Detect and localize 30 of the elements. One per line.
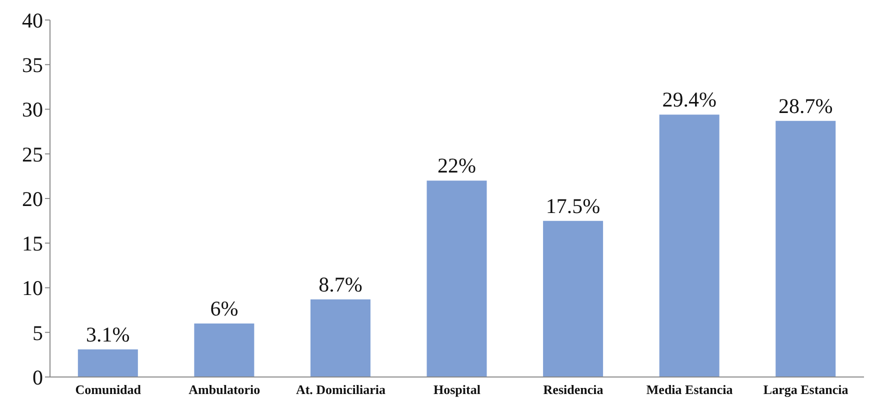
y-tick-label: 20 — [22, 186, 43, 211]
x-tick-label: Media Estancia — [646, 382, 734, 398]
x-tick-label: Larga Estancia — [763, 382, 849, 398]
x-tick-label: At. Domiciliaria — [296, 382, 386, 398]
y-tick-label: 0 — [32, 365, 43, 390]
y-tick-label: 15 — [22, 232, 43, 256]
data-label: 28.7% — [778, 94, 833, 118]
y-tick-label: 40 — [22, 8, 43, 32]
data-label: 17.5% — [546, 194, 600, 218]
bar — [194, 323, 254, 377]
data-label: 22% — [438, 154, 476, 178]
data-label: 3.1% — [86, 322, 130, 346]
data-label: 8.7% — [318, 272, 362, 296]
y-tick-label: 30 — [22, 98, 43, 122]
bar — [543, 220, 604, 377]
y-tick-label: 35 — [22, 53, 43, 78]
bar — [310, 299, 370, 377]
y-tick-label: 5 — [32, 320, 43, 345]
bar — [78, 349, 138, 377]
bar — [659, 114, 720, 377]
x-tick-label: Comunidad — [75, 382, 142, 398]
x-tick-label: Hospital — [434, 382, 481, 398]
bar — [776, 120, 836, 377]
y-tick-label: 25 — [22, 142, 43, 166]
data-label: 6% — [210, 296, 238, 320]
x-tick-label: Ambulatorio — [188, 382, 260, 398]
bar — [426, 180, 487, 377]
y-tick-label: 10 — [22, 276, 43, 300]
data-label: 29.4% — [662, 88, 716, 112]
x-tick-label: Residencia — [543, 382, 604, 398]
